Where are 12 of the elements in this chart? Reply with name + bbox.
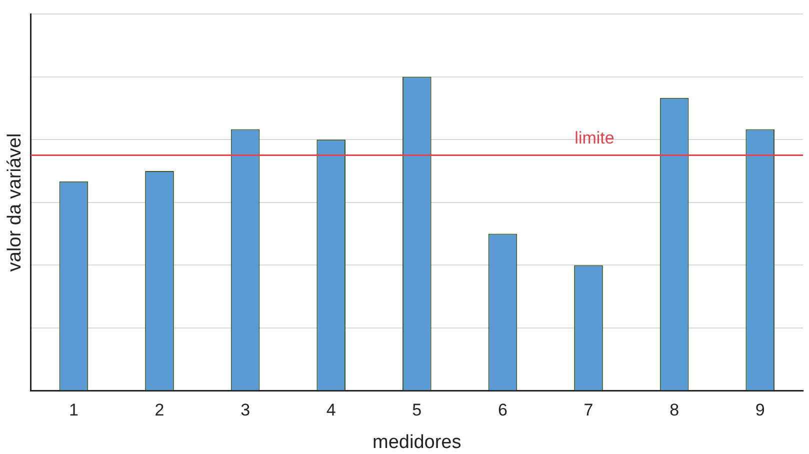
x-tick-label: 9 — [755, 400, 765, 420]
x-tick-label: 8 — [670, 400, 680, 420]
x-tick-label: 2 — [154, 400, 164, 420]
x-tick-label: 7 — [584, 400, 594, 420]
x-tick-label: 1 — [68, 400, 78, 420]
x-tick-label: 5 — [412, 400, 422, 420]
x-tick-label: 4 — [326, 400, 336, 420]
x-tick-label: 6 — [498, 400, 508, 420]
ref-line-label: limite — [574, 128, 614, 148]
x-axis-title: medidores — [372, 432, 462, 453]
y-axis-title: valor da variável — [4, 133, 26, 272]
x-tick-label: 3 — [240, 400, 250, 420]
